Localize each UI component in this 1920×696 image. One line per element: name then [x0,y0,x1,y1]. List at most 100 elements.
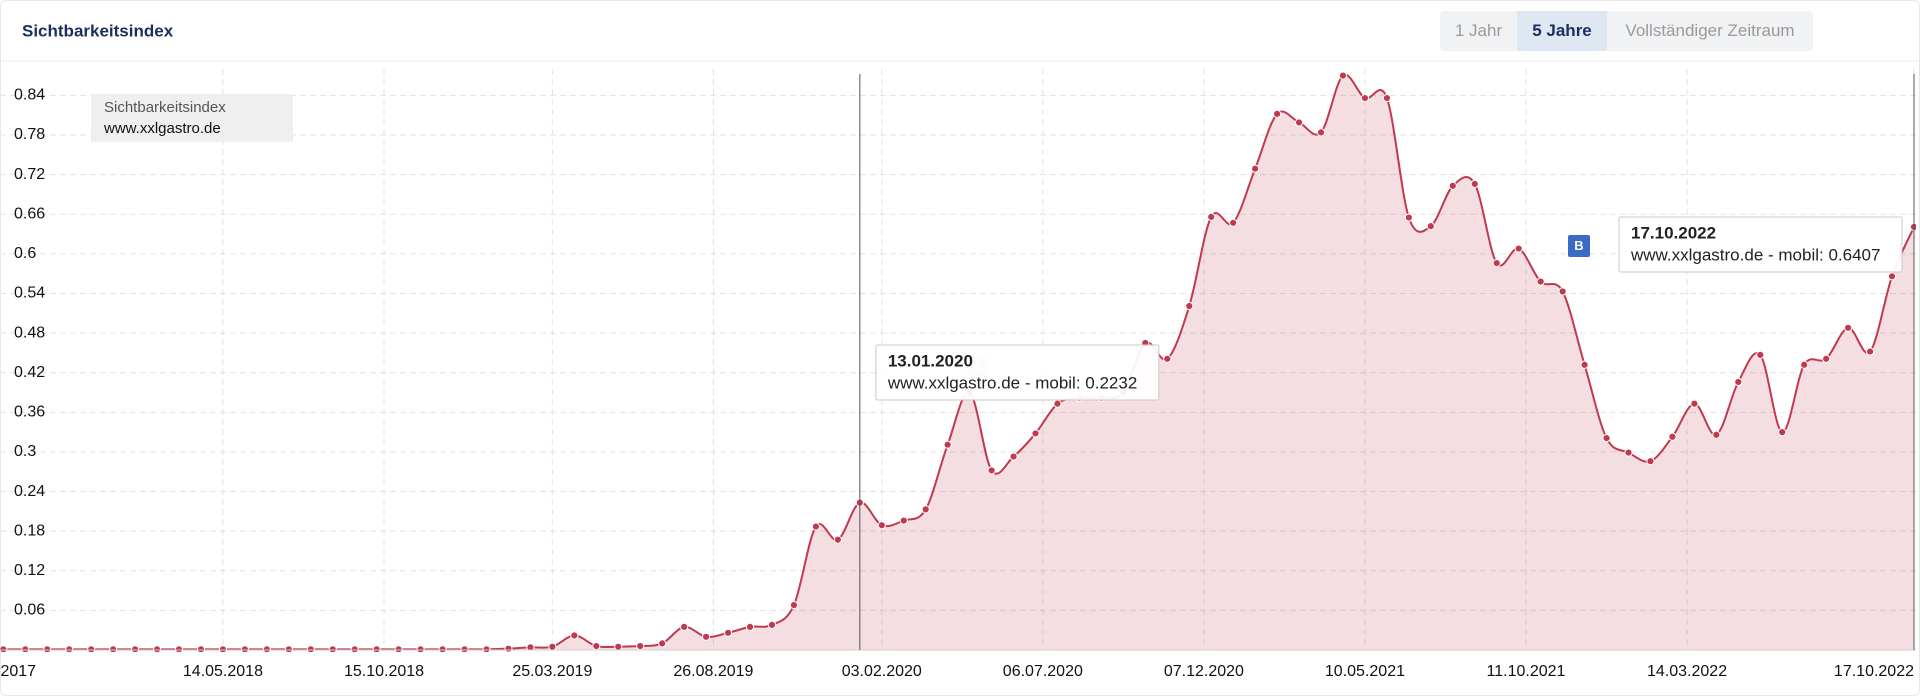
point[interactable] [789,601,799,610]
point[interactable] [218,645,228,653]
point[interactable] [1668,432,1677,441]
point[interactable] [1558,287,1567,296]
point[interactable] [21,645,30,653]
point[interactable] [1492,259,1501,268]
point[interactable] [943,440,952,449]
point[interactable] [394,645,403,653]
point[interactable] [1360,93,1370,103]
point[interactable] [240,645,249,653]
button-active-bg [1517,11,1607,51]
point[interactable] [877,521,886,530]
point[interactable] [987,466,996,475]
point[interactable] [745,622,755,631]
point[interactable] [1273,109,1282,118]
point[interactable] [438,645,447,653]
y-tick-label: 0.84 [14,87,45,104]
point[interactable] [350,645,359,653]
point[interactable] [701,632,711,641]
y-tick-label: 0.72 [14,166,45,183]
point[interactable] [196,645,206,653]
point[interactable] [1887,272,1897,281]
legend-title: Sichtbarkeitsindex [104,99,226,116]
point[interactable] [1602,433,1611,443]
point[interactable] [1229,218,1238,227]
point[interactable] [723,628,733,637]
point[interactable] [504,644,513,652]
x-tick-label: 07.12.2020 [1164,663,1244,680]
point[interactable] [1316,128,1326,137]
point[interactable] [372,645,381,653]
point[interactable] [636,641,645,651]
point[interactable] [43,645,52,653]
point[interactable] [1294,118,1304,127]
point[interactable] [1646,457,1655,466]
point[interactable] [1865,347,1875,356]
point[interactable] [1163,354,1172,363]
point[interactable] [130,645,140,653]
point[interactable] [306,645,315,653]
point[interactable] [174,645,184,653]
point[interactable] [1778,428,1787,437]
point[interactable] [284,645,293,653]
point[interactable] [1690,399,1699,408]
point[interactable] [328,645,337,653]
point[interactable] [1382,93,1392,103]
range-button[interactable]: 5 Jahre [1532,21,1592,40]
point[interactable] [1009,452,1018,461]
marker-b: B [1568,235,1590,257]
point[interactable] [87,645,96,653]
legend-entry: www.xxlgastro.de [103,120,221,137]
y-tick-label: 0.06 [14,602,45,619]
point[interactable] [1207,212,1216,221]
point[interactable] [680,622,689,631]
marker-label[interactable]: B [1574,238,1583,253]
point[interactable] [1251,164,1260,173]
tooltip-date: 17.10.2022 [1631,223,1716,242]
range-button[interactable]: 1 Jahr [1455,21,1503,40]
x-tick-label: 03.02.2020 [842,663,922,680]
point[interactable] [1470,179,1479,188]
point[interactable] [482,645,491,653]
point[interactable] [921,505,930,514]
point[interactable] [767,620,777,630]
point[interactable] [460,645,469,653]
point[interactable] [1536,277,1545,286]
y-tick-label: 0.6 [14,245,36,262]
point[interactable] [658,639,667,648]
point[interactable] [1053,399,1062,408]
point[interactable] [548,642,557,651]
point[interactable] [811,522,821,531]
point[interactable] [1712,430,1721,439]
point[interactable] [1800,360,1809,369]
point[interactable] [614,642,623,651]
range-button[interactable]: Vollständiger Zeitraum [1625,21,1794,40]
point[interactable] [570,631,579,640]
x-tick-label: 15.10.2018 [344,663,424,680]
point[interactable] [152,645,162,653]
point[interactable] [1426,222,1435,231]
y-tick-label: 0.36 [14,404,45,421]
point[interactable] [262,645,271,653]
point[interactable] [0,645,8,653]
point[interactable] [1448,181,1457,190]
point[interactable] [1514,244,1523,253]
y-tick-label: 0.78 [14,126,45,143]
point[interactable] [1580,360,1589,369]
point[interactable] [833,535,842,544]
point[interactable] [1185,301,1194,311]
point[interactable] [1338,71,1348,80]
point[interactable] [1822,354,1831,363]
point[interactable] [592,641,601,651]
point[interactable] [1624,448,1633,457]
point[interactable] [1031,429,1040,438]
point[interactable] [1734,377,1743,387]
point[interactable] [65,645,74,653]
point[interactable] [526,643,535,652]
axes: 0.06 0.12 0.18 0.24 0.3 0.36 0.42 0.48 0.54 0.6 0.… [0,87,1916,680]
point[interactable] [1756,350,1765,359]
point[interactable] [416,645,425,653]
point[interactable] [109,645,118,653]
point[interactable] [1404,213,1413,222]
point[interactable] [899,516,908,525]
point[interactable] [1844,323,1853,332]
